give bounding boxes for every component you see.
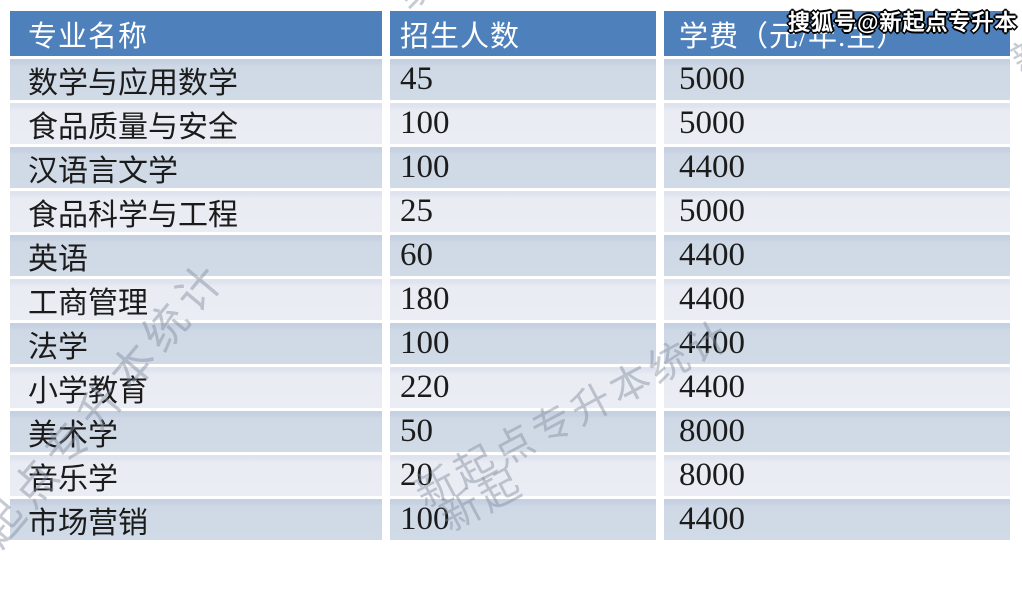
- major-name-cell: 数学与应用数学: [10, 59, 382, 100]
- enrollment-cell: 60: [390, 235, 656, 276]
- tuition-cell: 5000: [664, 103, 1010, 144]
- enrollment-tuition-table: 专业名称 招生人数 学费（元/年.生） 数学与应用数学 45 5000 食品质量…: [10, 11, 1010, 540]
- major-name-cell: 法学: [10, 323, 382, 364]
- major-name-cell: 音乐学: [10, 455, 382, 496]
- enrollment-cell: 50: [390, 411, 656, 452]
- table-row: 美术学 50 8000: [10, 411, 1010, 452]
- major-name-cell: 市场营销: [10, 499, 382, 540]
- table-header-row: 专业名称 招生人数 学费（元/年.生）: [10, 11, 1010, 56]
- enrollment-cell: 100: [390, 499, 656, 540]
- tuition-cell: 4400: [664, 235, 1010, 276]
- major-name-cell: 食品质量与安全: [10, 103, 382, 144]
- column-header-major: 专业名称: [10, 11, 382, 56]
- major-name-cell: 英语: [10, 235, 382, 276]
- table-row: 英语 60 4400: [10, 235, 1010, 276]
- table-row: 数学与应用数学 45 5000: [10, 59, 1010, 100]
- major-name-cell: 汉语言文学: [10, 147, 382, 188]
- tuition-cell: 4400: [664, 323, 1010, 364]
- column-header-enrollment: 招生人数: [390, 11, 656, 56]
- column-header-tuition: 学费（元/年.生）: [664, 11, 1010, 56]
- enrollment-cell: 25: [390, 191, 656, 232]
- enrollment-cell: 45: [390, 59, 656, 100]
- table-row: 市场营销 100 4400: [10, 499, 1010, 540]
- tuition-cell: 4400: [664, 367, 1010, 408]
- table-row: 食品质量与安全 100 5000: [10, 103, 1010, 144]
- tuition-cell: 8000: [664, 455, 1010, 496]
- tuition-cell: 5000: [664, 191, 1010, 232]
- enrollment-cell: 20: [390, 455, 656, 496]
- enrollment-cell: 100: [390, 147, 656, 188]
- table-row: 食品科学与工程 25 5000: [10, 191, 1010, 232]
- enrollment-cell: 100: [390, 323, 656, 364]
- table-row: 小学教育 220 4400: [10, 367, 1010, 408]
- tuition-cell: 4400: [664, 279, 1010, 320]
- tuition-cell: 5000: [664, 59, 1010, 100]
- table-row: 工商管理 180 4400: [10, 279, 1010, 320]
- enrollment-cell: 220: [390, 367, 656, 408]
- enrollment-cell: 100: [390, 103, 656, 144]
- table-row: 音乐学 20 8000: [10, 455, 1010, 496]
- major-name-cell: 美术学: [10, 411, 382, 452]
- major-name-cell: 小学教育: [10, 367, 382, 408]
- table-row: 汉语言文学 100 4400: [10, 147, 1010, 188]
- major-name-cell: 工商管理: [10, 279, 382, 320]
- tuition-cell: 4400: [664, 147, 1010, 188]
- tuition-cell: 8000: [664, 411, 1010, 452]
- major-name-cell: 食品科学与工程: [10, 191, 382, 232]
- tuition-cell: 4400: [664, 499, 1010, 540]
- table-row: 法学 100 4400: [10, 323, 1010, 364]
- enrollment-cell: 180: [390, 279, 656, 320]
